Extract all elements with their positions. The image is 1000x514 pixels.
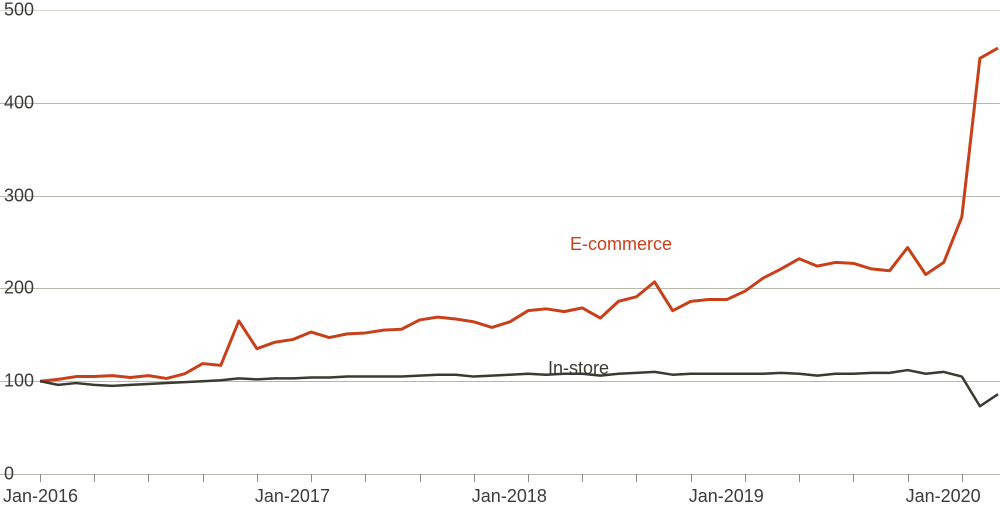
plot-area <box>0 0 1000 514</box>
line-chart: 0100200300400500Jan-2016Jan-2017Jan-2018… <box>0 0 1000 514</box>
series-label-ecommerce: E-commerce <box>570 234 672 255</box>
series-label-instore: In-store <box>548 358 609 379</box>
series-line-ecommerce <box>40 48 998 381</box>
